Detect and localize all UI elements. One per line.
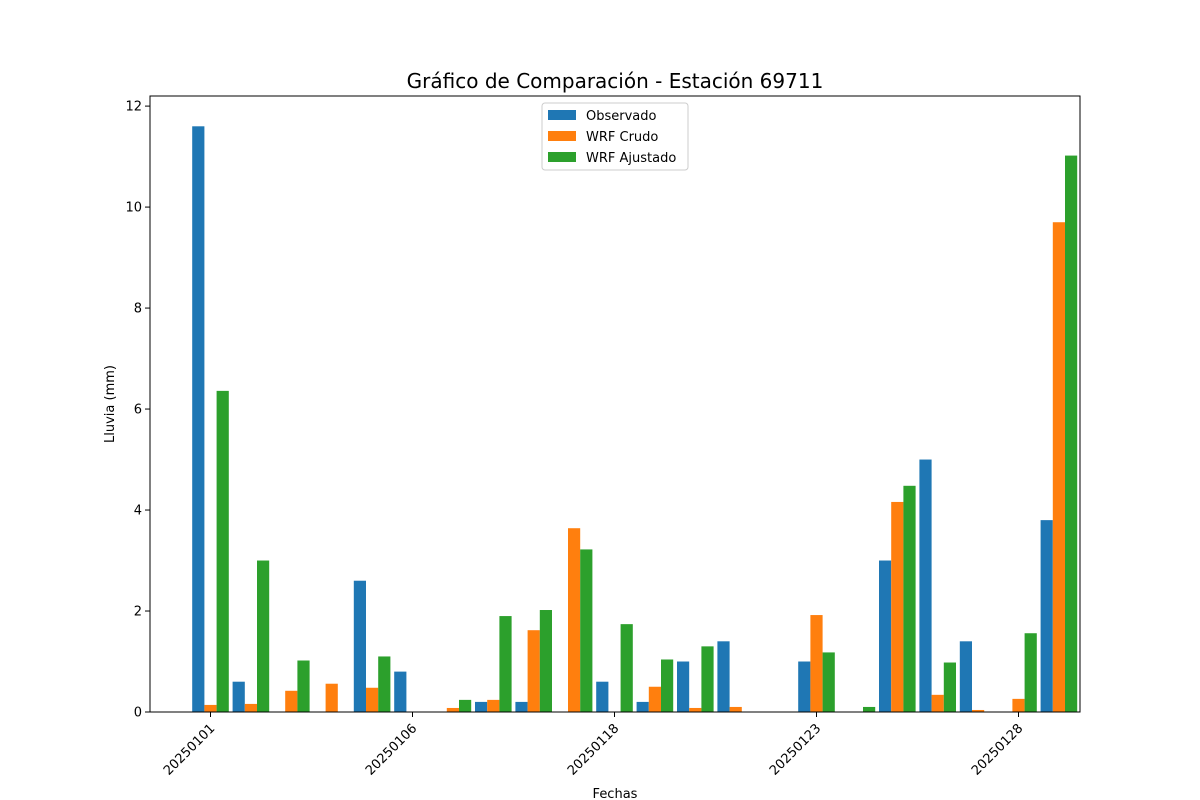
bar-observado-17 <box>879 560 892 712</box>
y-axis-label: Lluvia (mm) <box>103 365 118 443</box>
legend-label: Observado <box>586 109 657 124</box>
bar-observado-12 <box>677 661 690 712</box>
bar-wrf-ajustado-12 <box>701 646 714 712</box>
bar-observado-8 <box>515 701 528 712</box>
bar-observado-19 <box>959 641 972 712</box>
y-tick-label: 0 <box>134 706 142 721</box>
bar-wrf-ajustado-16 <box>863 706 876 712</box>
bar-wrf-crudo-4 <box>366 687 379 712</box>
bar-observado-21 <box>1040 520 1053 712</box>
bar-wrf-crudo-2 <box>285 690 298 712</box>
bar-observado-0 <box>192 126 205 713</box>
legend-box <box>541 102 689 171</box>
bar-observado-18 <box>919 459 932 712</box>
bar-wrf-crudo-1 <box>244 703 257 712</box>
bar-wrf-ajustado-8 <box>539 610 552 712</box>
bar-wrf-ajustado-15 <box>822 652 835 712</box>
legend-swatch <box>548 152 576 162</box>
bar-wrf-ajustado-11 <box>661 659 674 712</box>
bar-observado-11 <box>636 701 649 712</box>
bar-wrf-crudo-15 <box>810 615 823 712</box>
bar-wrf-ajustado-17 <box>903 485 916 712</box>
bar-observado-4 <box>353 580 366 712</box>
x-tick-label: 20250118 <box>565 721 622 778</box>
bar-wrf-ajustado-0 <box>216 390 229 712</box>
chart-title: Gráfico de Comparación - Estación 69711 <box>407 69 824 93</box>
bar-wrf-ajustado-4 <box>378 656 391 712</box>
legend-swatch <box>548 110 576 120</box>
x-tick-label: 20250106 <box>363 721 420 778</box>
x-axis: 20250101 20250106 20250118 20250123 20250128 <box>161 712 1026 779</box>
bar-wrf-ajustado-9 <box>580 549 593 712</box>
y-tick-label: 4 <box>134 504 142 519</box>
bar-wrf-ajustado-20 <box>1024 633 1037 712</box>
y-tick-label: 12 <box>125 100 142 115</box>
legend-label: WRF Crudo <box>586 130 658 145</box>
bar-wrf-ajustado-6 <box>459 699 472 712</box>
x-tick-label: 20250123 <box>767 721 824 778</box>
bar-observado-15 <box>798 661 811 712</box>
bar-wrf-ajustado-2 <box>297 660 310 712</box>
legend: Observado WRF Crudo WRF Ajustado <box>541 102 689 171</box>
bar-wrf-ajustado-18 <box>943 662 956 712</box>
x-axis-label: Fechas <box>593 787 638 800</box>
bar-wrf-crudo-0 <box>204 704 217 712</box>
bar-wrf-crudo-13 <box>729 706 742 712</box>
y-tick-label: 6 <box>134 403 142 418</box>
plot-frame <box>149 95 1081 713</box>
bar-wrf-crudo-6 <box>446 707 459 712</box>
bar-wrf-crudo-18 <box>931 694 944 712</box>
bar-wrf-ajustado-1 <box>257 560 270 712</box>
y-tick-label: 10 <box>125 201 142 216</box>
bar-observado-13 <box>717 641 730 712</box>
bar-observado-7 <box>475 701 488 712</box>
bars-group <box>192 126 1078 713</box>
bar-wrf-crudo-21 <box>1052 222 1065 713</box>
bar-wrf-crudo-19 <box>972 709 985 712</box>
y-tick-label: 8 <box>134 302 142 317</box>
bar-wrf-crudo-9 <box>568 528 581 712</box>
y-tick-label: 2 <box>134 605 142 620</box>
bar-wrf-crudo-17 <box>891 501 904 712</box>
bar-wrf-crudo-12 <box>689 707 702 712</box>
x-tick-label: 20250128 <box>969 721 1026 778</box>
bar-observado-10 <box>596 681 609 712</box>
bar-wrf-ajustado-10 <box>620 624 633 712</box>
bar-wrf-ajustado-21 <box>1065 155 1078 712</box>
bar-observado-1 <box>232 681 245 712</box>
legend-swatch <box>548 131 576 141</box>
x-tick-label: 20250101 <box>161 721 218 778</box>
bar-wrf-crudo-20 <box>1012 698 1025 712</box>
bar-wrf-ajustado-7 <box>499 616 512 712</box>
bar-wrf-crudo-11 <box>648 686 661 712</box>
bar-wrf-crudo-8 <box>527 630 540 712</box>
bar-wrf-crudo-3 <box>325 683 338 712</box>
legend-label: WRF Ajustado <box>586 151 676 166</box>
y-axis: 0 2 4 6 8 10 12 <box>125 100 150 721</box>
bar-wrf-crudo-7 <box>487 699 500 712</box>
bar-observado-5 <box>394 671 407 712</box>
